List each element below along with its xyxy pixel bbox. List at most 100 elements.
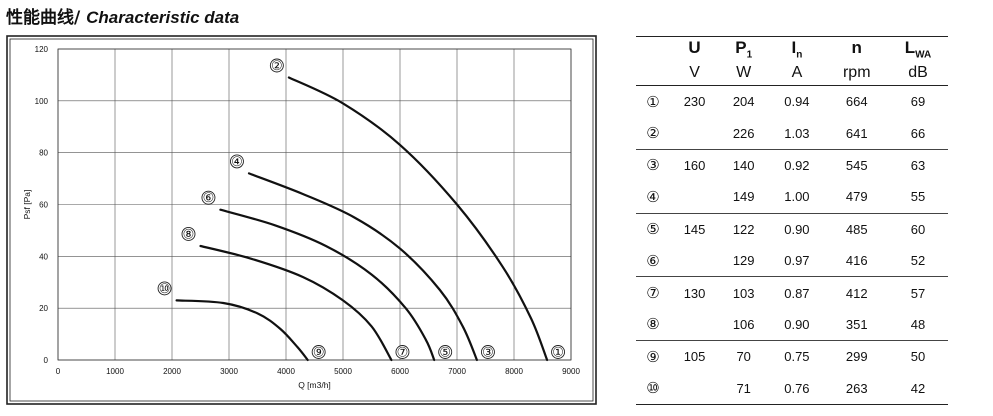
table-row: ⑤ 145 122 0.90 485 60 (636, 213, 948, 245)
cell-sound: 60 (910, 221, 926, 237)
header-sound: LWA (904, 37, 932, 61)
cell-power: 226 (719, 117, 769, 150)
cell-current: 0.76 (768, 372, 826, 405)
table-row: ③ 160 140 0.92 545 63 (636, 149, 948, 181)
curve-label: ⑤ (439, 345, 451, 360)
cell-power: 106 (719, 308, 769, 342)
curve-label: ④ (231, 154, 243, 169)
heading-chinese: 性能曲线 (6, 8, 74, 28)
curve-label-circle (157, 281, 172, 296)
curve-label-circle (201, 190, 216, 205)
y-tick-label: 20 (39, 304, 48, 313)
y-tick-label: 60 (39, 201, 48, 210)
cell-voltage: 130 (683, 285, 706, 301)
cell-voltage: 230 (683, 94, 706, 110)
cell-voltage: 160 (683, 157, 706, 173)
x-tick-label: 9000 (562, 367, 580, 376)
cell-speed: 545 (845, 157, 868, 173)
curve-label: ⑧ (183, 226, 195, 241)
x-tick-label: 2000 (163, 367, 181, 376)
heading-separator: / (74, 8, 87, 28)
cell-sound: 52 (887, 244, 948, 278)
header-num-col (636, 37, 670, 62)
cell-speed: 479 (825, 181, 888, 214)
curve-label-circle (438, 345, 453, 359)
row-number: ⑤ (646, 220, 660, 239)
cell-voltage (670, 308, 720, 342)
curve-label-circle (269, 58, 284, 73)
x-tick-label: 6000 (391, 367, 409, 376)
fan-performance-chart: 0 1000 2000 3000 4000 5000 6000 7000 8000 9000 0 20… (6, 35, 597, 405)
curve-label: ① (552, 345, 564, 360)
row-number: ③ (646, 156, 660, 175)
x-tick-label: 4000 (277, 367, 295, 376)
curve-label: ② (271, 58, 283, 73)
cell-current: 1.03 (768, 117, 826, 150)
row-number: ⑨ (646, 347, 660, 366)
unit-speed: rpm (825, 61, 888, 86)
cell-voltage (670, 117, 720, 150)
cell-sound: 57 (910, 285, 926, 301)
cell-speed: 416 (825, 244, 888, 278)
unit-power: W (719, 61, 769, 86)
cell-speed: 351 (825, 308, 888, 342)
cell-voltage: 105 (683, 349, 706, 365)
unit-num-col (636, 61, 670, 86)
unit-voltage: V (670, 61, 720, 86)
header-voltage: U (688, 37, 701, 57)
row-number: ⑧ (636, 308, 670, 342)
x-axis-label: Q [m3/h] (298, 380, 331, 390)
row-number: ② (636, 117, 670, 150)
x-tick-label: 0 (56, 367, 61, 376)
x-tick-label: 5000 (334, 367, 352, 376)
x-tick-label: 3000 (220, 367, 238, 376)
cell-voltage (670, 244, 720, 278)
y-tick-label: 100 (35, 97, 49, 106)
cell-voltage (670, 372, 720, 405)
cell-current: 1.00 (768, 181, 826, 214)
y-tick-label: 80 (39, 149, 48, 158)
plot-area-border (57, 48, 572, 361)
chart-frame-outer (6, 35, 597, 405)
curve-label-circle (551, 345, 566, 359)
chart-frame-inner (9, 38, 594, 402)
table-row: ⑧ 106 0.90 351 48 (636, 308, 948, 342)
characteristic-table: U P1 In n LWA V W A rpm dB ① 230 204 0.9… (636, 36, 948, 408)
cell-power: 140 (732, 157, 755, 173)
curve-label: ③ (482, 345, 494, 360)
row-number: ① (646, 92, 660, 111)
curve-label-circle (311, 345, 326, 359)
row-number: ⑩ (636, 372, 670, 405)
header-speed: n (851, 37, 862, 57)
curve-line-1 (287, 76, 549, 362)
row-number: ④ (636, 181, 670, 214)
cell-voltage (670, 181, 720, 214)
cell-power: 70 (736, 349, 751, 365)
cell-current: 0.90 (784, 221, 810, 237)
x-tick-label: 1000 (106, 367, 124, 376)
y-tick-label: 40 (39, 252, 48, 261)
cell-power: 129 (719, 244, 769, 278)
cell-sound: 48 (887, 308, 948, 342)
cell-voltage: 145 (683, 221, 706, 237)
cell-power: 103 (732, 285, 755, 301)
header-current: In (791, 37, 803, 61)
cell-current: 0.94 (784, 94, 810, 110)
curve-line-5 (219, 208, 436, 362)
curve-line-7 (199, 244, 393, 362)
cell-sound: 63 (910, 157, 926, 173)
table-row: ⑥ 129 0.97 416 52 (636, 244, 948, 278)
curve-label-circle (481, 345, 495, 359)
row-number: ⑥ (636, 244, 670, 278)
cell-sound: 50 (910, 349, 926, 365)
curve-label: ⑦ (397, 345, 409, 360)
cell-speed: 664 (845, 94, 868, 110)
cell-current: 0.75 (784, 349, 810, 365)
cell-current: 0.97 (768, 244, 826, 278)
curve-label: ⑥ (203, 190, 215, 205)
y-tick-label: 0 (44, 356, 49, 365)
x-tick-label: 7000 (448, 367, 466, 376)
curve-label: ⑩ (159, 281, 171, 296)
cell-sound: 42 (887, 372, 948, 405)
y-axis-label: Psf [Pa] (22, 190, 32, 220)
